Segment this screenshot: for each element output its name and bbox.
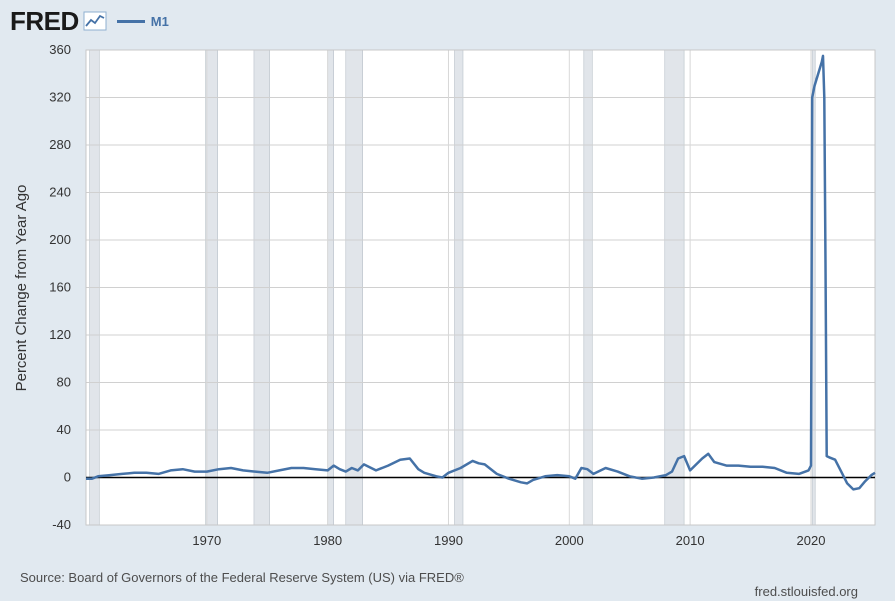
line-chart-icon: [83, 11, 107, 31]
plot-frame: [85, 49, 876, 526]
series-line-m1: [86, 54, 876, 491]
y-tick-label: 120: [49, 327, 71, 342]
site-link[interactable]: fred.stlouisfed.org: [754, 584, 858, 599]
legend-label: M1: [150, 13, 169, 29]
chart-header: FRED M1: [10, 6, 169, 36]
x-tick-label: 1970: [192, 533, 221, 548]
series-layer: [86, 54, 876, 491]
y-tick-label: 240: [49, 185, 71, 200]
y-tick-label: 200: [49, 232, 71, 247]
y-tick-label: -40: [52, 517, 71, 532]
y-axis-title: Percent Change from Year Ago: [13, 185, 30, 392]
y-tick-labels: -40 0 40 80 120 160 200 240 280 320 360: [49, 42, 71, 532]
x-tick-label: 2020: [797, 533, 826, 548]
y-tick-label: 0: [64, 470, 71, 485]
legend-swatch: [116, 19, 145, 23]
y-tick-label: 40: [57, 422, 71, 437]
y-tick-label: 360: [49, 42, 71, 57]
y-tick-label: 280: [49, 137, 71, 152]
y-tick-label: 320: [49, 90, 71, 105]
x-tick-label: 2000: [555, 533, 584, 548]
x-tick-label: 1980: [313, 533, 342, 548]
legend: M1: [116, 13, 169, 29]
fred-logo[interactable]: FRED: [10, 5, 79, 36]
x-tick-label: 1990: [434, 533, 463, 548]
x-tick-label: 2010: [676, 533, 705, 548]
source-note: Source: Board of Governors of the Federa…: [20, 570, 464, 585]
y-tick-label: 160: [49, 280, 71, 295]
y-tick-label: 80: [57, 375, 71, 390]
x-tick-labels: 1970 1980 1990 2000 2010 2020: [192, 533, 825, 548]
grid-lines: [85, 49, 876, 526]
